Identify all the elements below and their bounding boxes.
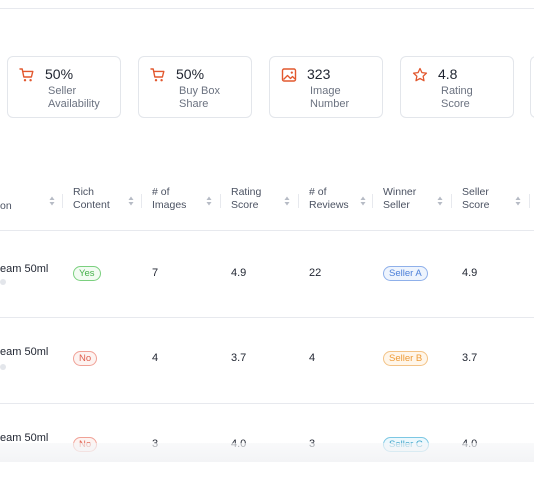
images-count: 4 bbox=[152, 352, 159, 364]
column-header-winner-seller[interactable]: Winner Seller bbox=[383, 186, 417, 211]
seller-score: 4.9 bbox=[462, 267, 478, 279]
sort-icon[interactable] bbox=[515, 193, 521, 206]
metric-card-partial bbox=[530, 56, 534, 118]
winner-seller-badge: Seller B bbox=[383, 351, 429, 366]
product-subtext-placeholder bbox=[0, 279, 6, 285]
metric-card-image-number: 323 Image Number bbox=[269, 56, 383, 118]
column-header-reviews[interactable]: # of Reviews bbox=[309, 186, 349, 211]
metric-cards: 50% Seller Availability 50% Buy Box Share … bbox=[0, 56, 534, 120]
product-name[interactable]: eam 50ml bbox=[0, 263, 49, 275]
column-separator bbox=[529, 194, 530, 208]
sort-icon[interactable] bbox=[284, 193, 290, 206]
column-separator bbox=[298, 194, 299, 208]
sort-icon[interactable] bbox=[206, 193, 212, 206]
table-header: on Rich Content # of Images Rating Score # … bbox=[0, 180, 534, 231]
metric-card-rating-score: 4.8 Rating Score bbox=[400, 56, 514, 118]
images-count: 7 bbox=[152, 267, 159, 279]
cart-icon bbox=[150, 67, 166, 83]
column-separator bbox=[62, 194, 63, 208]
column-header-product[interactable]: on bbox=[0, 200, 12, 212]
table-row[interactable]: eam 50ml Yes 7 4.9 22 Seller A 4.9 bbox=[0, 231, 534, 318]
column-header-seller-score[interactable]: Seller Score bbox=[462, 186, 490, 211]
metric-card-buy-box-share: 50% Buy Box Share bbox=[138, 56, 252, 118]
column-separator bbox=[451, 194, 452, 208]
sort-icon[interactable] bbox=[360, 193, 366, 206]
column-header-rich-content[interactable]: Rich Content bbox=[73, 186, 110, 211]
metric-value: 4.8 bbox=[438, 66, 458, 82]
metric-value: 50% bbox=[176, 66, 205, 82]
metric-label: Seller Availability bbox=[48, 85, 100, 110]
rich-content-badge: Yes bbox=[73, 266, 101, 281]
column-separator bbox=[220, 194, 221, 208]
column-header-rating-score[interactable]: Rating Score bbox=[231, 186, 262, 211]
rating-score: 4.9 bbox=[231, 267, 247, 279]
metric-label: Rating Score bbox=[441, 85, 473, 110]
reviews-count: 22 bbox=[309, 267, 322, 279]
rich-content-badge: No bbox=[73, 351, 98, 366]
star-icon bbox=[412, 67, 428, 83]
reviews-count: 4 bbox=[309, 352, 316, 364]
bottom-fade-overlay bbox=[0, 443, 534, 462]
metric-label: Image Number bbox=[310, 85, 350, 110]
metric-value: 323 bbox=[307, 66, 331, 82]
sort-icon[interactable] bbox=[437, 193, 443, 206]
product-name[interactable]: eam 50ml bbox=[0, 432, 49, 444]
image-icon bbox=[281, 67, 297, 83]
rating-score: 3.7 bbox=[231, 352, 247, 364]
product-subtext-placeholder bbox=[0, 364, 6, 370]
metric-value: 50% bbox=[45, 66, 74, 82]
sort-icon[interactable] bbox=[128, 193, 134, 206]
sort-icon[interactable] bbox=[49, 193, 55, 206]
metric-card-seller-availability: 50% Seller Availability bbox=[7, 56, 121, 118]
metric-label: Buy Box Share bbox=[179, 85, 220, 110]
product-name[interactable]: eam 50ml bbox=[0, 346, 49, 358]
column-separator bbox=[372, 194, 373, 208]
cart-icon bbox=[19, 67, 35, 83]
winner-seller-badge: Seller A bbox=[383, 266, 428, 281]
column-header-images[interactable]: # of Images bbox=[152, 186, 187, 211]
column-separator bbox=[141, 194, 142, 208]
seller-score: 3.7 bbox=[462, 352, 478, 364]
table-row[interactable]: eam 50ml No 4 3.7 4 Seller B 3.7 bbox=[0, 317, 534, 404]
top-bar bbox=[0, 0, 534, 9]
